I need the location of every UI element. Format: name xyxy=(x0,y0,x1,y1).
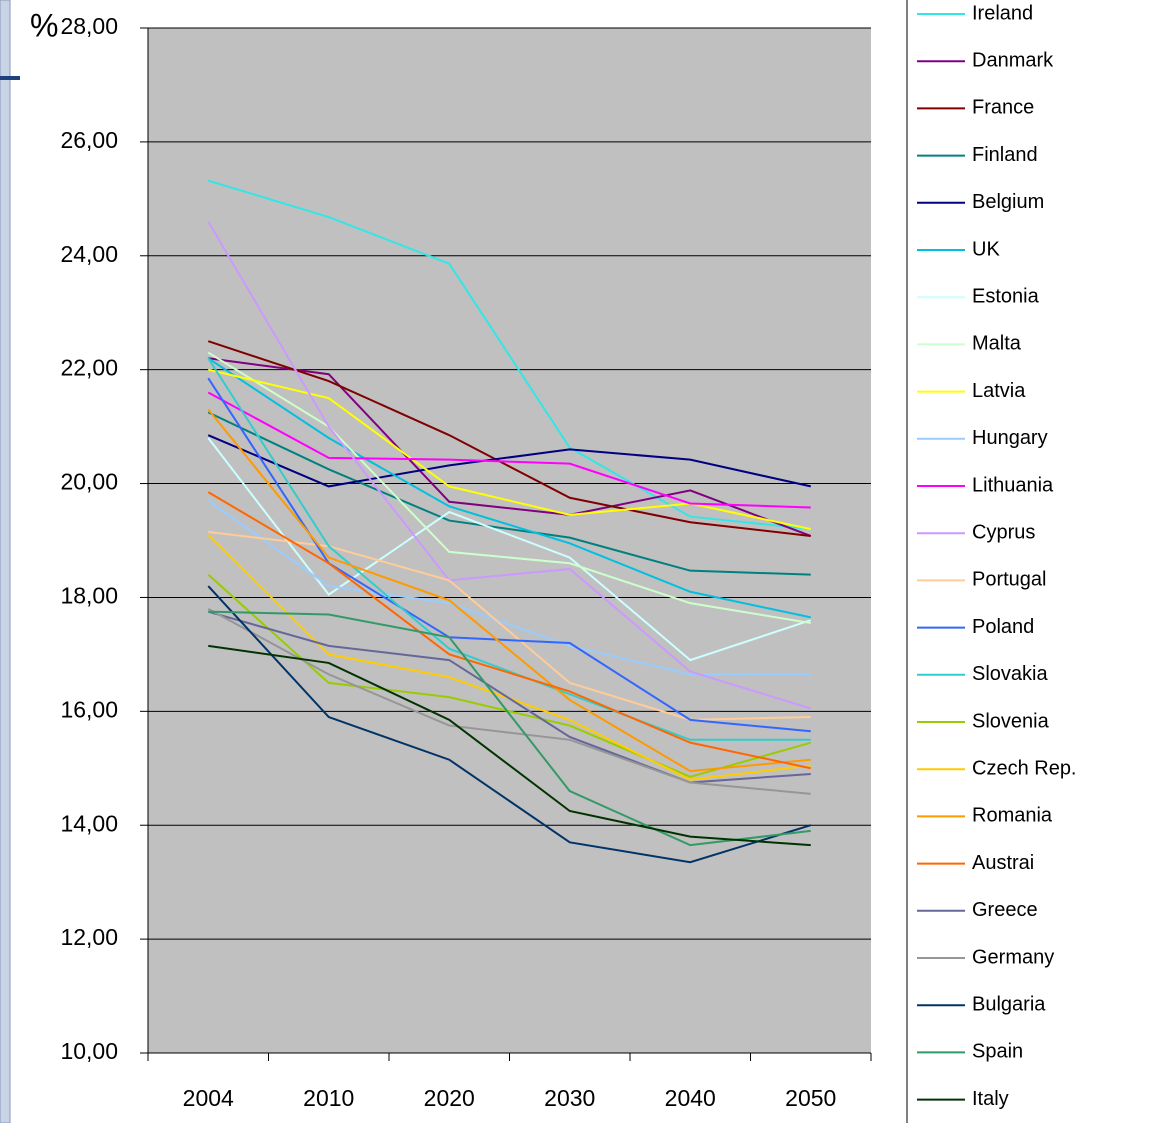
legend-label: Portugal xyxy=(972,569,1047,591)
y-tick-label: 28,00 xyxy=(60,13,118,39)
legend-label: Hungary xyxy=(972,427,1048,449)
y-tick-label: 14,00 xyxy=(60,810,118,836)
series-line xyxy=(207,499,811,676)
y-tick-label: 10,00 xyxy=(60,1038,118,1064)
plot-area xyxy=(148,28,871,1053)
series-line xyxy=(207,610,811,784)
legend-label: Latvia xyxy=(972,380,1026,402)
y-axis-label: % xyxy=(30,7,58,43)
series-line xyxy=(207,357,811,619)
series-line xyxy=(207,491,811,770)
legend-label: Slovakia xyxy=(972,663,1048,685)
legend-label: Malta xyxy=(972,333,1022,355)
legend-label: Germany xyxy=(972,946,1054,968)
series-line xyxy=(207,391,811,509)
y-tick-label: 24,00 xyxy=(60,241,118,267)
legend-label: Poland xyxy=(972,616,1034,638)
x-tick-label: 2050 xyxy=(785,1085,836,1111)
side-bar xyxy=(0,76,20,80)
x-tick-label: 2004 xyxy=(183,1085,234,1111)
x-tick-label: 2040 xyxy=(665,1085,716,1111)
legend-label: UK xyxy=(972,238,1000,260)
y-tick-label: 26,00 xyxy=(60,127,118,153)
legend-label: France xyxy=(972,97,1034,119)
series-line xyxy=(207,585,812,864)
legend-label: Italy xyxy=(972,1088,1009,1110)
series-line xyxy=(207,221,812,710)
series-line xyxy=(207,607,811,795)
series-line xyxy=(207,179,811,531)
legend-label: Romania xyxy=(972,805,1053,827)
legend-label: Greece xyxy=(972,899,1038,921)
series-line xyxy=(207,573,812,778)
x-tick-label: 2020 xyxy=(424,1085,475,1111)
legend-label: Czech Rep. xyxy=(972,757,1077,779)
legend-label: Estonia xyxy=(972,285,1040,307)
series-line xyxy=(208,644,811,847)
series-line xyxy=(207,351,811,625)
y-tick-label: 16,00 xyxy=(60,696,118,722)
legend-label: Lithuania xyxy=(972,474,1054,496)
legend-label: Ireland xyxy=(972,2,1033,24)
series-line xyxy=(207,411,811,576)
y-tick-label: 20,00 xyxy=(60,469,118,495)
series-line xyxy=(207,408,811,773)
legend-label: Finland xyxy=(972,144,1038,166)
series-line xyxy=(207,340,811,537)
y-tick-label: 12,00 xyxy=(60,924,118,950)
legend-label: Belgium xyxy=(972,191,1044,213)
side-strip xyxy=(0,0,11,1124)
legend-label: Austrai xyxy=(972,852,1034,874)
legend-label: Bulgaria xyxy=(972,993,1046,1015)
x-tick-label: 2010 xyxy=(303,1085,354,1111)
legend-label: Cyprus xyxy=(972,521,1035,543)
legend-label: Spain xyxy=(972,1041,1023,1063)
series-line xyxy=(207,434,811,488)
y-tick-label: 18,00 xyxy=(60,583,118,609)
legend-label: Danmark xyxy=(972,49,1054,71)
series-line xyxy=(208,530,811,721)
y-tick-label: 22,00 xyxy=(60,355,118,381)
series-line xyxy=(207,437,812,662)
series-line xyxy=(208,357,812,537)
series-line xyxy=(208,610,811,847)
series-line xyxy=(207,357,811,741)
legend-label: Slovenia xyxy=(972,710,1050,732)
x-tick-label: 2030 xyxy=(544,1085,595,1111)
